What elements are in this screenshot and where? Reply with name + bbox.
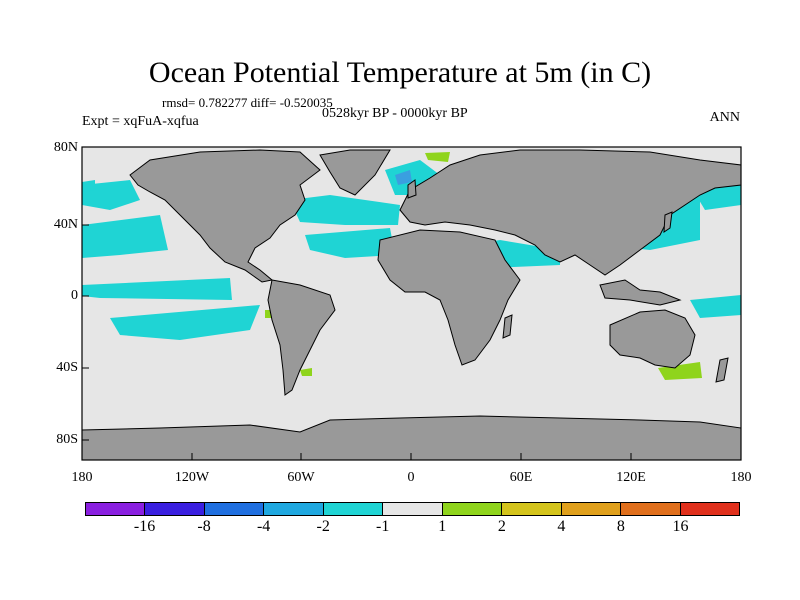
colorbar-segment [502, 503, 562, 515]
period-label: 0528kyr BP - 0000kyr BP [322, 106, 468, 121]
x-tick-label: 120W [174, 470, 210, 485]
colorbar-label: -1 [376, 518, 390, 535]
x-tick-label: 0 [407, 470, 415, 485]
y-tick-label: 40N [53, 217, 78, 232]
colorbar-label: 4 [557, 518, 566, 535]
colorbar-segment [621, 503, 681, 515]
colorbar-segment [561, 503, 622, 515]
map-title: Ocean Potential Temperature at 5m (in C) [148, 56, 652, 89]
colorbar-label: 16 [672, 518, 689, 535]
x-tick-label: 180 [71, 470, 93, 485]
colorbar-segment [442, 503, 503, 515]
y-tick-label: 40S [56, 360, 78, 375]
y-tick-label: 0 [71, 288, 78, 303]
colorbar-label: -16 [133, 518, 156, 535]
stats-line: rmsd= 0.782277 diff= -0.520035 [162, 95, 333, 110]
japan [663, 211, 673, 233]
australia [609, 309, 696, 369]
colorbar-label: -4 [256, 518, 271, 535]
colorbar-segment [145, 503, 205, 515]
eurasia [399, 149, 742, 276]
axis-ticks [81, 146, 742, 460]
colorbar-label: 1 [438, 518, 447, 535]
experiment-label: Expt = xqFuA-xqfua [82, 114, 199, 129]
land-masses [81, 149, 742, 461]
y-tick-label: 80S [56, 432, 78, 447]
colorbar [85, 502, 740, 516]
colorbar-segment [680, 503, 739, 515]
x-tick-label: 60E [509, 470, 533, 485]
colorbar-segment [204, 503, 265, 515]
greenland [319, 149, 391, 196]
colorbar-label: -2 [316, 518, 330, 535]
x-tick-label: 60W [287, 470, 315, 485]
colorbar-label: 8 [616, 518, 625, 535]
x-tick-label: 120E [616, 470, 646, 485]
colorbar-segment [264, 503, 324, 515]
new-zealand [715, 357, 729, 383]
season-label: ANN [709, 110, 740, 125]
x-tick-label: 180 [730, 470, 752, 485]
madagascar [502, 314, 513, 339]
colorbar-segment [383, 503, 443, 515]
british-isles [407, 179, 417, 199]
colorbar-segment [86, 503, 146, 515]
maritime-continent [599, 279, 682, 306]
africa [377, 229, 521, 366]
colorbar-segment [323, 503, 384, 515]
north-america [129, 149, 321, 283]
colorbar-label: -8 [197, 518, 211, 535]
y-tick-label: 80N [53, 140, 78, 155]
south-america [267, 279, 336, 396]
colorbar-label: 2 [497, 518, 506, 535]
